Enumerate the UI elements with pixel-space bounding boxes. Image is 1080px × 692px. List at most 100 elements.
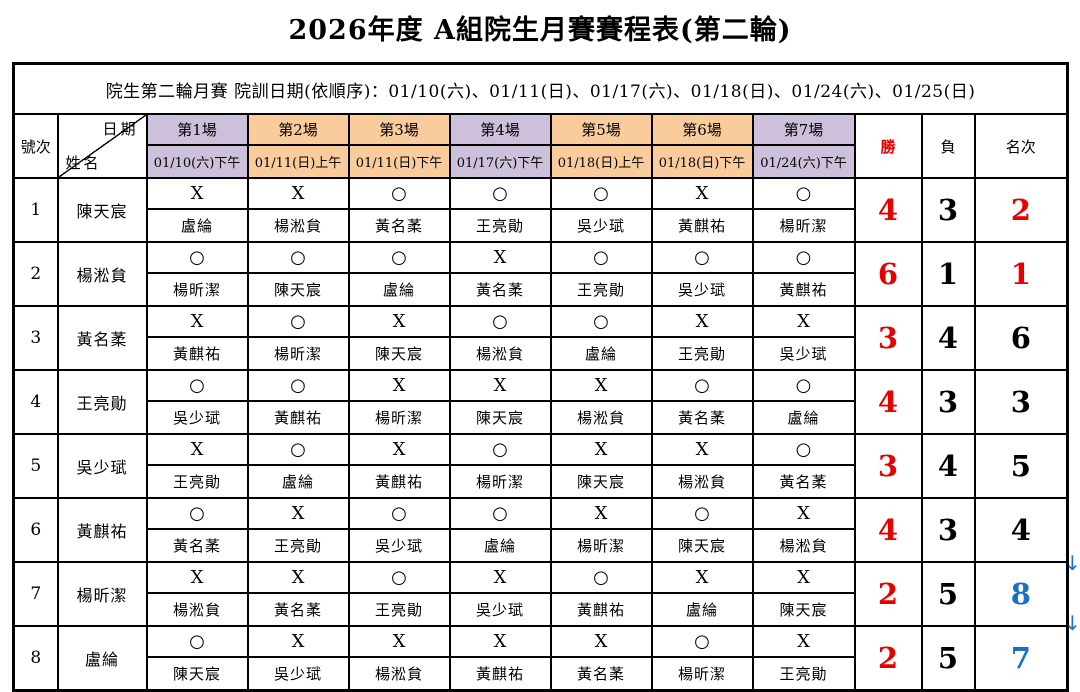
opponent-name: 楊昕潔 <box>751 208 856 243</box>
round-date-header: 01/11(日)下午 <box>347 144 451 179</box>
result-mark: ○ <box>347 561 451 594</box>
opponent-name: 吳少珷 <box>347 528 451 563</box>
opponent-name: 楊昕潔 <box>246 336 350 371</box>
player-name: 陳天宸 <box>56 177 148 243</box>
player-number: 1 <box>12 177 59 243</box>
result-mark: X <box>650 561 754 594</box>
opponent-name: 黃麒祐 <box>751 272 856 307</box>
player-opponent-row: 黃名葇 王亮勛 吳少珷 盧綸 楊昕潔 陳天宸 楊淞貟 <box>14 528 1068 563</box>
opponent-name: 陳天宸 <box>549 464 653 499</box>
result-mark: X <box>751 625 856 658</box>
round-date-header: 01/24(六)下午 <box>751 144 856 179</box>
opponent-name: 吳少珷 <box>650 272 754 307</box>
result-mark: X <box>650 305 754 338</box>
losses-value: 4 <box>920 305 976 371</box>
rank-header: 名次 <box>973 113 1069 179</box>
wins-value: 4 <box>853 497 923 563</box>
result-mark: X <box>549 625 653 658</box>
player-name: 黃麒祐 <box>56 497 148 563</box>
round-date-header: 01/11(日)上午 <box>246 144 350 179</box>
losses-value: 3 <box>920 177 976 243</box>
result-mark: X <box>246 561 350 594</box>
result-mark: X <box>549 433 653 466</box>
opponent-name: 吳少珷 <box>145 400 249 435</box>
losses-value: 5 <box>920 625 976 692</box>
round-header: 第1場 <box>145 113 249 146</box>
opponent-name: 楊昕潔 <box>549 528 653 563</box>
result-mark: ○ <box>549 561 653 594</box>
player-number: 2 <box>12 241 59 307</box>
player-name: 王亮勛 <box>56 369 148 435</box>
losses-value: 1 <box>920 241 976 307</box>
wins-value: 4 <box>853 177 923 243</box>
banner-text: 院生第二輪月賽 院訓日期(依順序)：01/10(六)、01/11(日)、01/1… <box>12 62 1069 115</box>
player-name: 盧綸 <box>56 625 148 692</box>
result-mark: ○ <box>145 625 249 658</box>
losses-value: 4 <box>920 433 976 499</box>
opponent-name: 黃麒祐 <box>347 464 451 499</box>
player-name: 黃名葇 <box>56 305 148 371</box>
opponent-name: 楊淞貟 <box>549 400 653 435</box>
schedule-table: 院生第二輪月賽 院訓日期(依順序)：01/10(六)、01/11(日)、01/1… <box>12 62 1070 692</box>
opponent-name: 楊昕潔 <box>347 400 451 435</box>
round-header: 第2場 <box>246 113 350 146</box>
result-mark: X <box>347 433 451 466</box>
player-number: 7 <box>12 561 59 627</box>
player-opponent-row: 王亮勛 盧綸 黃麒祐 楊昕潔 陳天宸 楊淞貟 黃名葇 <box>14 464 1068 499</box>
rank-value: 8 <box>973 561 1069 627</box>
result-mark: ○ <box>145 497 249 530</box>
opponent-name: 吳少珷 <box>246 656 350 692</box>
player-opponent-row: 盧綸 楊淞貟 黃名葇 王亮勛 吳少珷 黃麒祐 楊昕潔 <box>14 208 1068 243</box>
player-number: 6 <box>12 497 59 563</box>
opponent-name: 陳天宸 <box>448 400 552 435</box>
result-mark: ○ <box>448 177 552 210</box>
demotion-arrow-icon: ↓ <box>1064 551 1080 575</box>
player-opponent-row: 楊淞貟 黃名葇 王亮勛 吳少珷 黃麒祐 盧綸 陳天宸 <box>14 592 1068 627</box>
player-number: 3 <box>12 305 59 371</box>
result-mark: ○ <box>650 241 754 274</box>
opponent-name: 王亮勛 <box>448 208 552 243</box>
player-row: 6 黃麒祐 ○ X ○ ○ X ○ X 4 3 4 <box>12 497 1069 563</box>
result-mark: X <box>448 561 552 594</box>
result-mark: X <box>448 369 552 402</box>
result-mark: X <box>246 497 350 530</box>
diagonal-date-label: 日期 <box>102 120 139 138</box>
opponent-name: 王亮勛 <box>549 272 653 307</box>
opponent-name: 黃麒祐 <box>650 208 754 243</box>
result-mark: ○ <box>448 305 552 338</box>
date-name-diagonal-header: 日期 姓名 <box>56 113 148 179</box>
opponent-name: 王亮勛 <box>145 464 249 499</box>
player-row: 1 陳天宸 X X ○ ○ ○ X ○ 4 3 2 <box>12 177 1069 243</box>
result-mark: ○ <box>650 369 754 402</box>
wins-header: 勝 <box>853 113 923 179</box>
result-mark: X <box>347 305 451 338</box>
result-mark: ○ <box>549 177 653 210</box>
opponent-name: 盧綸 <box>246 464 350 499</box>
round-date-header: 01/17(六)下午 <box>448 144 552 179</box>
player-row: 7 楊昕潔 X X ○ X ○ X X 2 5 8 <box>12 561 1069 627</box>
opponent-name: 盧綸 <box>448 528 552 563</box>
opponent-name: 楊淞貟 <box>448 336 552 371</box>
result-mark: X <box>549 369 653 402</box>
opponent-name: 黃麒祐 <box>145 336 249 371</box>
result-mark: X <box>751 305 856 338</box>
opponent-name: 黃名葇 <box>347 208 451 243</box>
opponent-name: 盧綸 <box>751 400 856 435</box>
player-row: 2 楊淞貟 ○ ○ ○ X ○ ○ ○ 6 1 1 <box>12 241 1069 307</box>
row-no-header: 號次 <box>12 113 59 179</box>
banner-row: 院生第二輪月賽 院訓日期(依順序)：01/10(六)、01/11(日)、01/1… <box>12 62 1069 115</box>
opponent-name: 楊淞貟 <box>145 592 249 627</box>
losses-value: 3 <box>920 369 976 435</box>
diagonal-name-label: 姓名 <box>65 154 102 172</box>
result-mark: X <box>751 497 856 530</box>
round-header: 第4場 <box>448 113 552 146</box>
result-mark: ○ <box>751 369 856 402</box>
wins-value: 4 <box>853 369 923 435</box>
losses-header: 負 <box>920 113 976 179</box>
opponent-name: 陳天宸 <box>145 656 249 692</box>
opponent-name: 黃名葇 <box>145 528 249 563</box>
result-mark: ○ <box>549 241 653 274</box>
wins-value: 3 <box>853 433 923 499</box>
result-mark: X <box>650 433 754 466</box>
result-mark: ○ <box>246 241 350 274</box>
